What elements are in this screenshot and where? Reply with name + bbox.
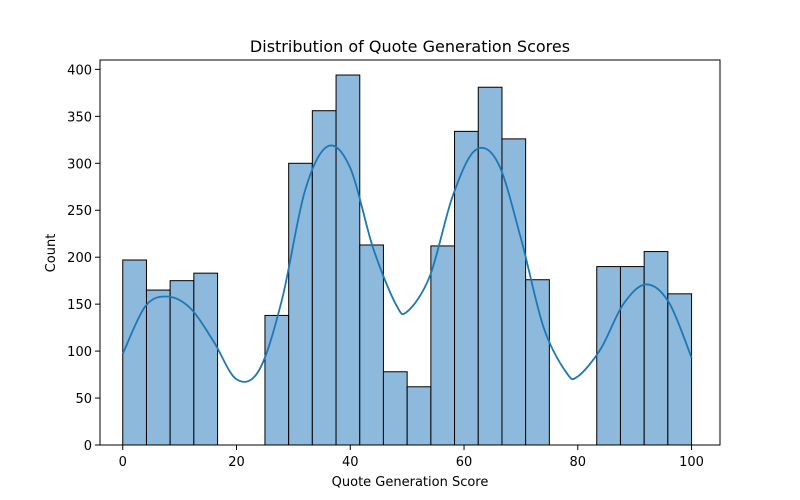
x-tick-label: 60 — [456, 455, 473, 470]
y-tick-label: 150 — [67, 298, 92, 313]
histogram-bar — [169, 280, 195, 446]
axes-group: 0 20 40 60 80 100 0 50 100 150 200 250 300 350 400 — [67, 59, 721, 470]
histogram-bar — [454, 130, 479, 446]
x-tick-label: 100 — [679, 455, 704, 470]
plot-frame — [99, 59, 721, 446]
y-tick-label: 300 — [67, 157, 92, 172]
y-tick-label: 0 — [84, 439, 92, 454]
y-tick-label: 100 — [67, 345, 92, 360]
bars-group — [122, 74, 693, 446]
histogram-bar — [643, 251, 669, 446]
histogram-bar — [596, 266, 621, 446]
histogram-bar — [122, 259, 147, 446]
histogram-bar — [335, 74, 361, 446]
histogram-bar — [667, 293, 693, 446]
x-tick-label: 80 — [570, 455, 587, 470]
histogram-bar — [477, 86, 503, 446]
x-tick-label: 0 — [119, 455, 127, 470]
histogram-bar — [193, 272, 219, 446]
y-tick-label: 200 — [67, 251, 92, 266]
y-axis-label: Count — [44, 234, 59, 273]
y-tick-label: 400 — [67, 63, 92, 78]
x-axis-label: Quote Generation Score — [332, 475, 489, 490]
histogram-bar — [430, 245, 456, 446]
kde-group — [121, 144, 693, 383]
histogram-bar — [359, 244, 384, 446]
histogram-bar — [382, 371, 408, 446]
kde-line — [121, 144, 693, 383]
y-tick-label: 350 — [67, 110, 92, 125]
y-tick-label: 250 — [67, 204, 92, 219]
histogram-bar — [264, 314, 290, 446]
x-tick-label: 20 — [228, 455, 245, 470]
histogram-bar — [145, 289, 171, 446]
x-tick-label: 40 — [342, 455, 359, 470]
histogram-bar — [406, 386, 432, 446]
y-tick-label: 50 — [75, 392, 92, 407]
chart-title: Distribution of Quote Generation Scores — [250, 37, 570, 56]
